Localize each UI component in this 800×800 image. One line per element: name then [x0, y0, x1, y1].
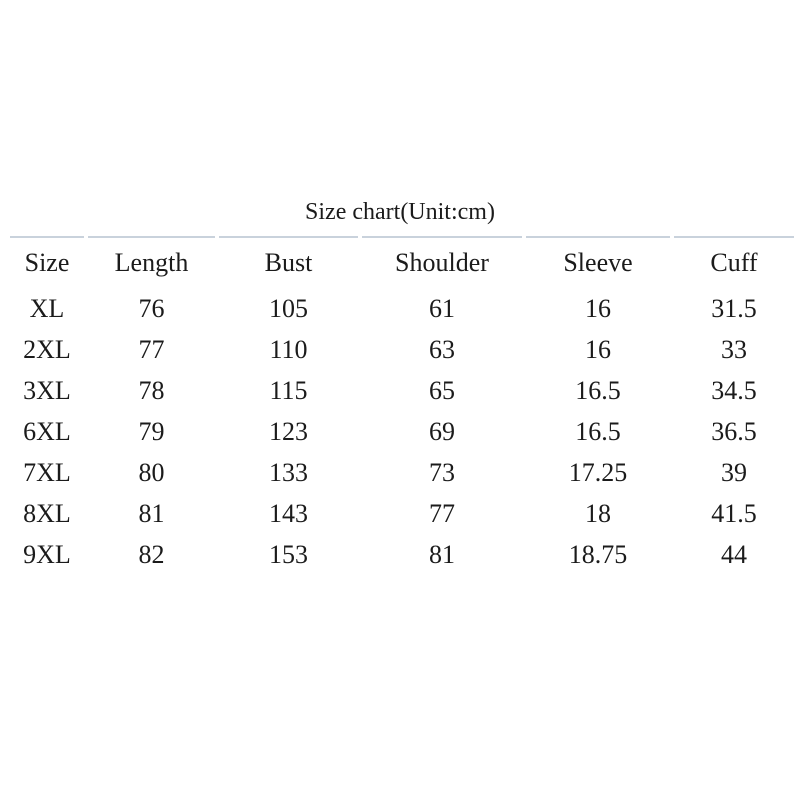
cell-length: 82: [138, 539, 165, 569]
column-header-shoulder: Shoulder: [362, 236, 522, 288]
cell-shoulder: 69: [429, 416, 455, 446]
cell-bust: 153: [269, 539, 308, 569]
cell-bust: 143: [269, 498, 308, 528]
cell-cuff: 39: [721, 457, 747, 487]
column-header-length: Length: [88, 236, 215, 288]
cell-sleeve: 17.25: [568, 457, 628, 487]
cell-length: 81: [138, 498, 165, 528]
cell-bust: 133: [269, 457, 308, 487]
cell-cuff: 41.5: [711, 498, 757, 528]
size-label: 6XL: [23, 416, 71, 446]
cell-shoulder: 65: [429, 375, 455, 405]
cell-shoulder: 61: [429, 293, 455, 323]
cell-bust: 110: [269, 334, 308, 364]
table-row-7xl: 7XL 80 133 73 17.25 39: [10, 452, 794, 493]
cell-shoulder: 81: [429, 539, 455, 569]
cell-cuff: 34.5: [711, 375, 757, 405]
size-chart-header-row: Size Length Bust Shoulder Sleeve Cuff: [10, 236, 794, 288]
size-label: 7XL: [23, 457, 71, 487]
cell-sleeve: 18.75: [568, 539, 628, 569]
cell-sleeve: 16.5: [575, 375, 621, 405]
cell-shoulder: 73: [429, 457, 455, 487]
column-header-sleeve: Sleeve: [526, 236, 670, 288]
cell-shoulder: 63: [429, 334, 455, 364]
cell-shoulder: 77: [429, 498, 455, 528]
cell-cuff: 33: [721, 334, 747, 364]
size-label: 8XL: [23, 498, 71, 528]
cell-length: 77: [138, 334, 165, 364]
size-chart-body: XL 76 105 61 16 31.5 2XL 77 110 63 16 33 3XL 78 115 65 1…: [10, 288, 794, 575]
cell-cuff: 36.5: [711, 416, 757, 446]
cell-bust: 105: [269, 293, 308, 323]
table-row-3xl: 3XL 78 115 65 16.5 34.5: [10, 370, 794, 411]
size-label: 9XL: [23, 539, 71, 569]
table-row-9xl: 9XL 82 153 81 18.75 44: [10, 534, 794, 575]
cell-bust: 115: [269, 375, 308, 405]
cell-length: 80: [138, 457, 165, 487]
size-label: 2XL: [23, 334, 71, 364]
cell-length: 76: [138, 293, 165, 323]
cell-sleeve: 16: [585, 334, 611, 364]
column-header-cuff: Cuff: [674, 236, 794, 288]
table-row-xl: XL 76 105 61 16 31.5: [10, 288, 794, 329]
cell-length: 79: [138, 416, 165, 446]
cell-bust: 123: [269, 416, 308, 446]
cell-sleeve: 18: [585, 498, 611, 528]
column-header-bust: Bust: [219, 236, 358, 288]
cell-cuff: 31.5: [711, 293, 757, 323]
size-label: XL: [29, 293, 65, 323]
cell-sleeve: 16: [585, 293, 611, 323]
cell-cuff: 44: [721, 539, 747, 569]
column-header-size: Size: [10, 236, 84, 288]
cell-sleeve: 16.5: [575, 416, 621, 446]
table-row-6xl: 6XL 79 123 69 16.5 36.5: [10, 411, 794, 452]
size-chart-title: Size chart(Unit:cm): [305, 199, 495, 225]
size-label: 3XL: [23, 375, 71, 405]
cell-length: 78: [138, 375, 165, 405]
table-row-8xl: 8XL 81 143 77 18 41.5: [10, 493, 794, 534]
size-chart-table: Size Length Bust Shoulder Sleeve Cuff XL 76 105…: [6, 236, 798, 575]
table-row-2xl: 2XL 77 110 63 16 33: [10, 329, 794, 370]
